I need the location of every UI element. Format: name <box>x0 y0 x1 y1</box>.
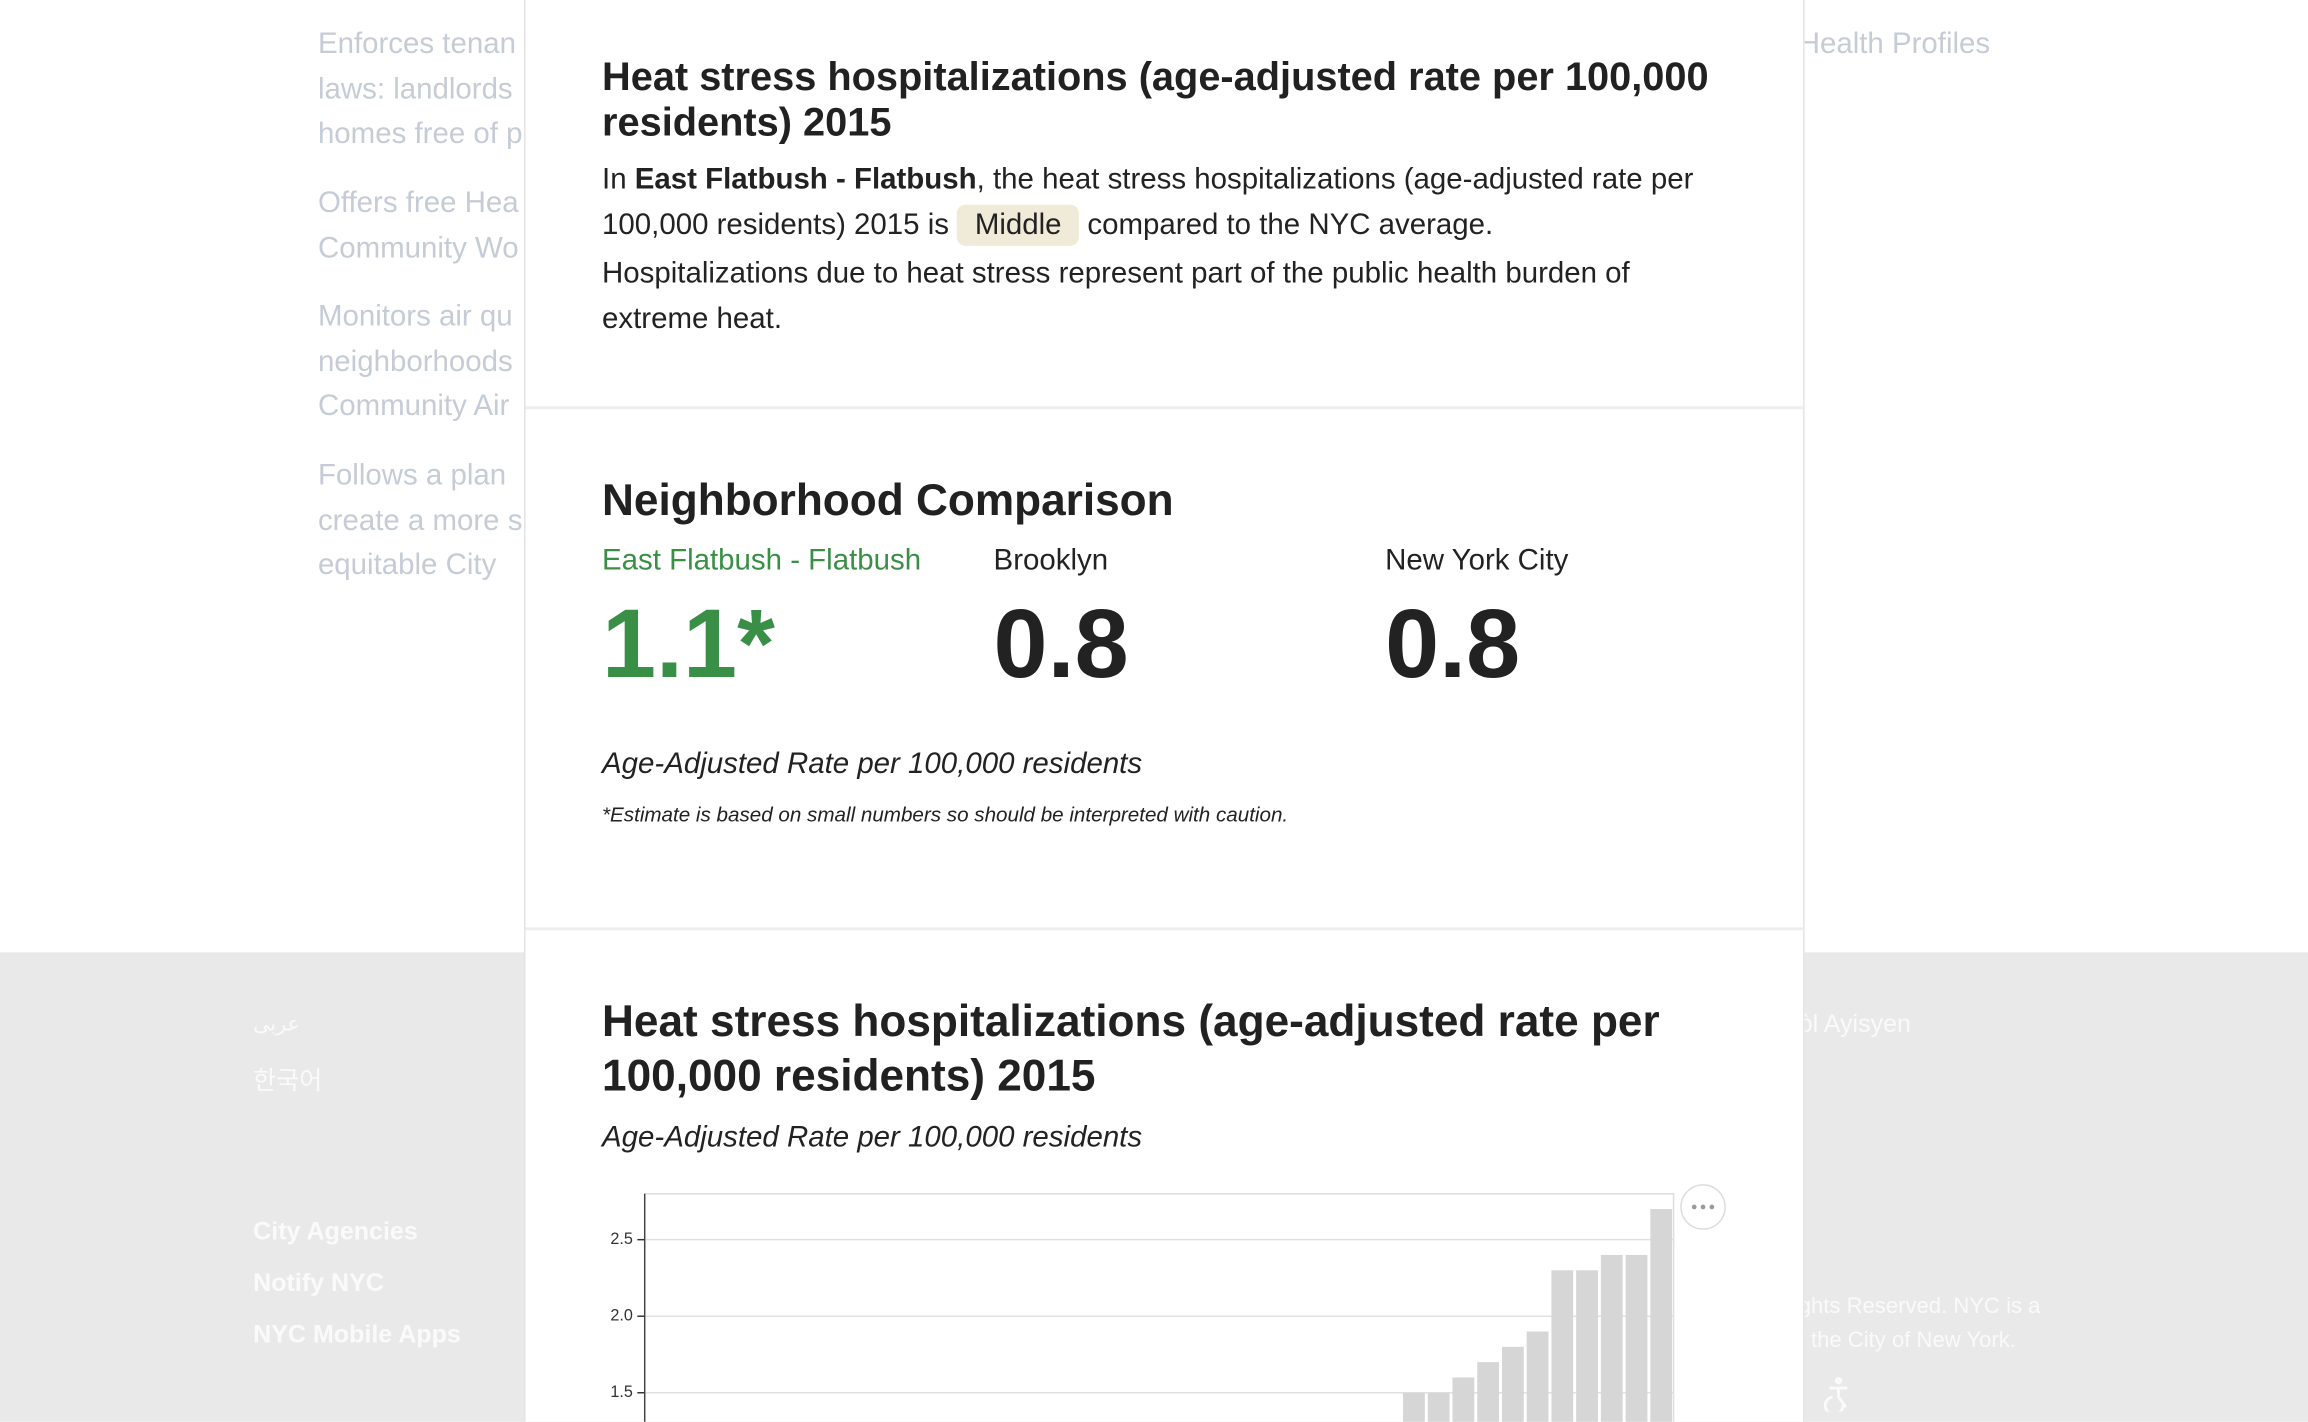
background-text: Enforces tenan laws: landlords homes free … <box>317 27 523 151</box>
accessibility-icon[interactable] <box>1822 1376 1854 1412</box>
chart: 2.5 2.0 1.5 <box>610 1184 1726 1422</box>
comparison-row: East Flatbush - Flatbush 1.1* Brooklyn 0.8… <box>602 545 1735 698</box>
bar <box>1650 1209 1673 1422</box>
comparison-item: New York City 0.8 <box>1385 544 1569 698</box>
footer-link[interactable]: NYC Mobile Apps <box>253 1320 461 1349</box>
background-text: Offers free Hea Community Wo <box>317 186 519 265</box>
language-link[interactable]: òl Ayisyen <box>1798 1009 1911 1038</box>
bar <box>1477 1362 1500 1422</box>
section-title: Heat stress hospitalizations (age-adjust… <box>602 54 1709 145</box>
menu-dot <box>1700 1204 1706 1210</box>
rating-badge: Middle <box>957 203 1080 246</box>
y-tick-label: 2.0 <box>610 1306 633 1324</box>
summary-note: Hospitalizations due to heat stress repr… <box>602 257 1630 335</box>
comparison-item: East Flatbush - Flatbush 1.1* <box>602 544 922 698</box>
unit-note: Age-Adjusted Rate per 100,000 residents <box>602 747 1143 781</box>
language-link[interactable]: 한국어 <box>253 1067 323 1096</box>
background-text: Follows a plan create a more s equitable C… <box>317 459 523 582</box>
summary-text: In East Flatbush - Flatbush, the heat st… <box>602 157 1735 247</box>
y-tick-label: 1.5 <box>610 1383 633 1401</box>
bar <box>1501 1346 1524 1422</box>
footnote: *Estimate is based on small numbers so s… <box>602 802 1289 826</box>
footer-link[interactable]: Notify NYC <box>253 1268 384 1297</box>
background-text: Monitors air qu neighborhoods Community Ai… <box>317 300 513 423</box>
divider <box>525 406 1804 410</box>
bar <box>1625 1254 1648 1422</box>
footer-link[interactable]: City Agencies <box>253 1217 418 1246</box>
section-title: Neighborhood Comparison <box>602 476 1174 526</box>
comparison-item: Brooklyn 0.8 <box>993 544 1129 698</box>
chart-section: Heat stress hospitalizations (age-adjust… <box>602 995 1735 1155</box>
section-title: Heat stress hospitalizations (age-adjust… <box>602 997 1660 1102</box>
chart-subtitle: Age-Adjusted Rate per 100,000 residents <box>602 1121 1143 1155</box>
bar <box>1600 1254 1623 1422</box>
bar <box>1551 1270 1574 1422</box>
bar <box>1452 1377 1475 1422</box>
y-tick-label: 2.5 <box>610 1230 633 1248</box>
bar <box>1576 1270 1598 1422</box>
summary-section: Heat stress hospitalizations (age-adjust… <box>602 54 1735 341</box>
modal: Heat stress hospitalizations (age-adjust… <box>524 0 1805 1422</box>
menu-dot <box>1691 1204 1697 1210</box>
menu-dot <box>1709 1204 1715 1210</box>
background-link[interactable]: Health Profiles <box>1798 27 1991 61</box>
bar <box>1427 1392 1450 1422</box>
language-link[interactable]: عربى <box>253 1011 300 1035</box>
divider <box>525 927 1804 931</box>
bar <box>1403 1392 1425 1422</box>
bar <box>1526 1331 1549 1422</box>
comparison-section: Neighborhood Comparison East Flatbush - … <box>602 475 1735 858</box>
